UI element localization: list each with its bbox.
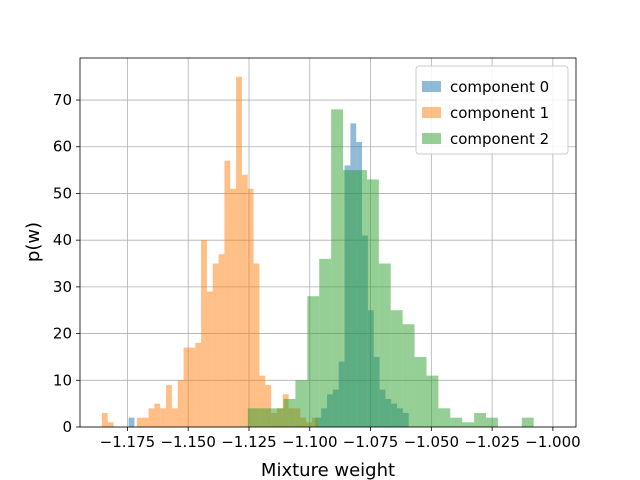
histogram-bar [402,324,415,427]
histogram-bar [426,375,439,427]
histogram-bar [265,384,272,427]
series-1-bars [101,76,318,428]
histogram-bar [438,408,451,427]
histogram-bar [390,310,403,427]
histogram-bar [450,417,463,427]
histogram-bar [195,342,202,427]
legend-label: component 0 [450,78,549,96]
histogram-bar [378,263,391,427]
histogram-bar [521,417,534,427]
x-tick-label: −1.125 [221,433,277,451]
histogram-bar [230,188,237,427]
histogram-bar [136,417,143,427]
histogram-bar [142,417,149,427]
histogram-bar [236,76,242,428]
x-tick-label: −1.000 [525,433,581,451]
legend-swatch [422,81,441,92]
histogram-bar [154,403,161,427]
x-tick-label: −1.025 [464,433,520,451]
histogram-bar [462,422,475,427]
histogram-bar [319,258,332,427]
histogram-bar [474,412,487,427]
y-tick-label: 70 [53,91,72,109]
histogram-bar [307,296,320,427]
histogram-bar [247,188,254,427]
histogram-bar [212,263,219,427]
x-tick-label: −1.050 [404,433,460,451]
histogram-bar [331,109,344,427]
legend-box [415,65,569,155]
y-tick-label: 30 [53,278,72,296]
legend-label: component 1 [450,104,549,122]
histogram-bar [247,408,260,427]
x-tick-label: −1.075 [343,433,399,451]
legend-swatch [422,107,441,118]
histogram-bar [366,179,379,427]
y-tick-label: 10 [53,371,72,389]
histogram-bar [177,380,184,427]
histogram-bar [343,170,355,428]
legend-label: component 2 [450,130,549,148]
histogram-bar [160,408,167,427]
histogram-bar [218,254,225,427]
histogram-bar [271,408,284,427]
histogram-bar [128,417,135,427]
histogram-bars [101,76,534,428]
y-tick-label: 0 [62,418,72,436]
histogram-bar [486,417,498,427]
x-axis-label: Mixture weight [261,460,395,480]
histogram-bar [259,375,266,427]
histogram-bar [166,384,172,427]
plot-frame [79,57,577,428]
histogram-bar [283,398,296,427]
histogram-bar [183,347,190,427]
legend: component 0 component 1 component 2 [415,65,569,155]
histogram-bar [189,347,196,427]
x-tick-label: −1.175 [100,433,156,451]
histogram-bar [171,408,178,427]
y-axis-ticks: 0 10 20 30 40 50 60 70 [53,91,80,436]
x-tick-label: −1.150 [160,433,216,451]
histogram-bar [253,263,260,427]
series-2-bars [247,109,534,428]
y-tick-label: 40 [53,231,72,249]
histogram-bar [206,291,213,427]
x-tick-label: −1.100 [282,433,338,451]
histogram-bar [148,408,155,427]
histogram-bar [259,408,272,427]
histogram-bar [107,422,114,427]
y-tick-label: 20 [53,325,72,343]
y-tick-label: 50 [53,184,72,202]
y-tick-label: 60 [53,138,72,156]
histogram-bar [224,160,231,427]
histogram-bar [414,356,427,427]
histogram-bar [201,240,207,427]
histogram-bar [241,174,248,427]
histogram-bar [101,412,108,427]
histogram-bar [295,380,308,427]
x-axis-ticks: −1.175 −1.150 −1.125 −1.100 −1.075 −1.050 −1.0… [100,427,581,451]
legend-swatch [422,133,441,144]
y-axis-label: p(w) [23,222,44,262]
histogram-bar [354,170,367,428]
